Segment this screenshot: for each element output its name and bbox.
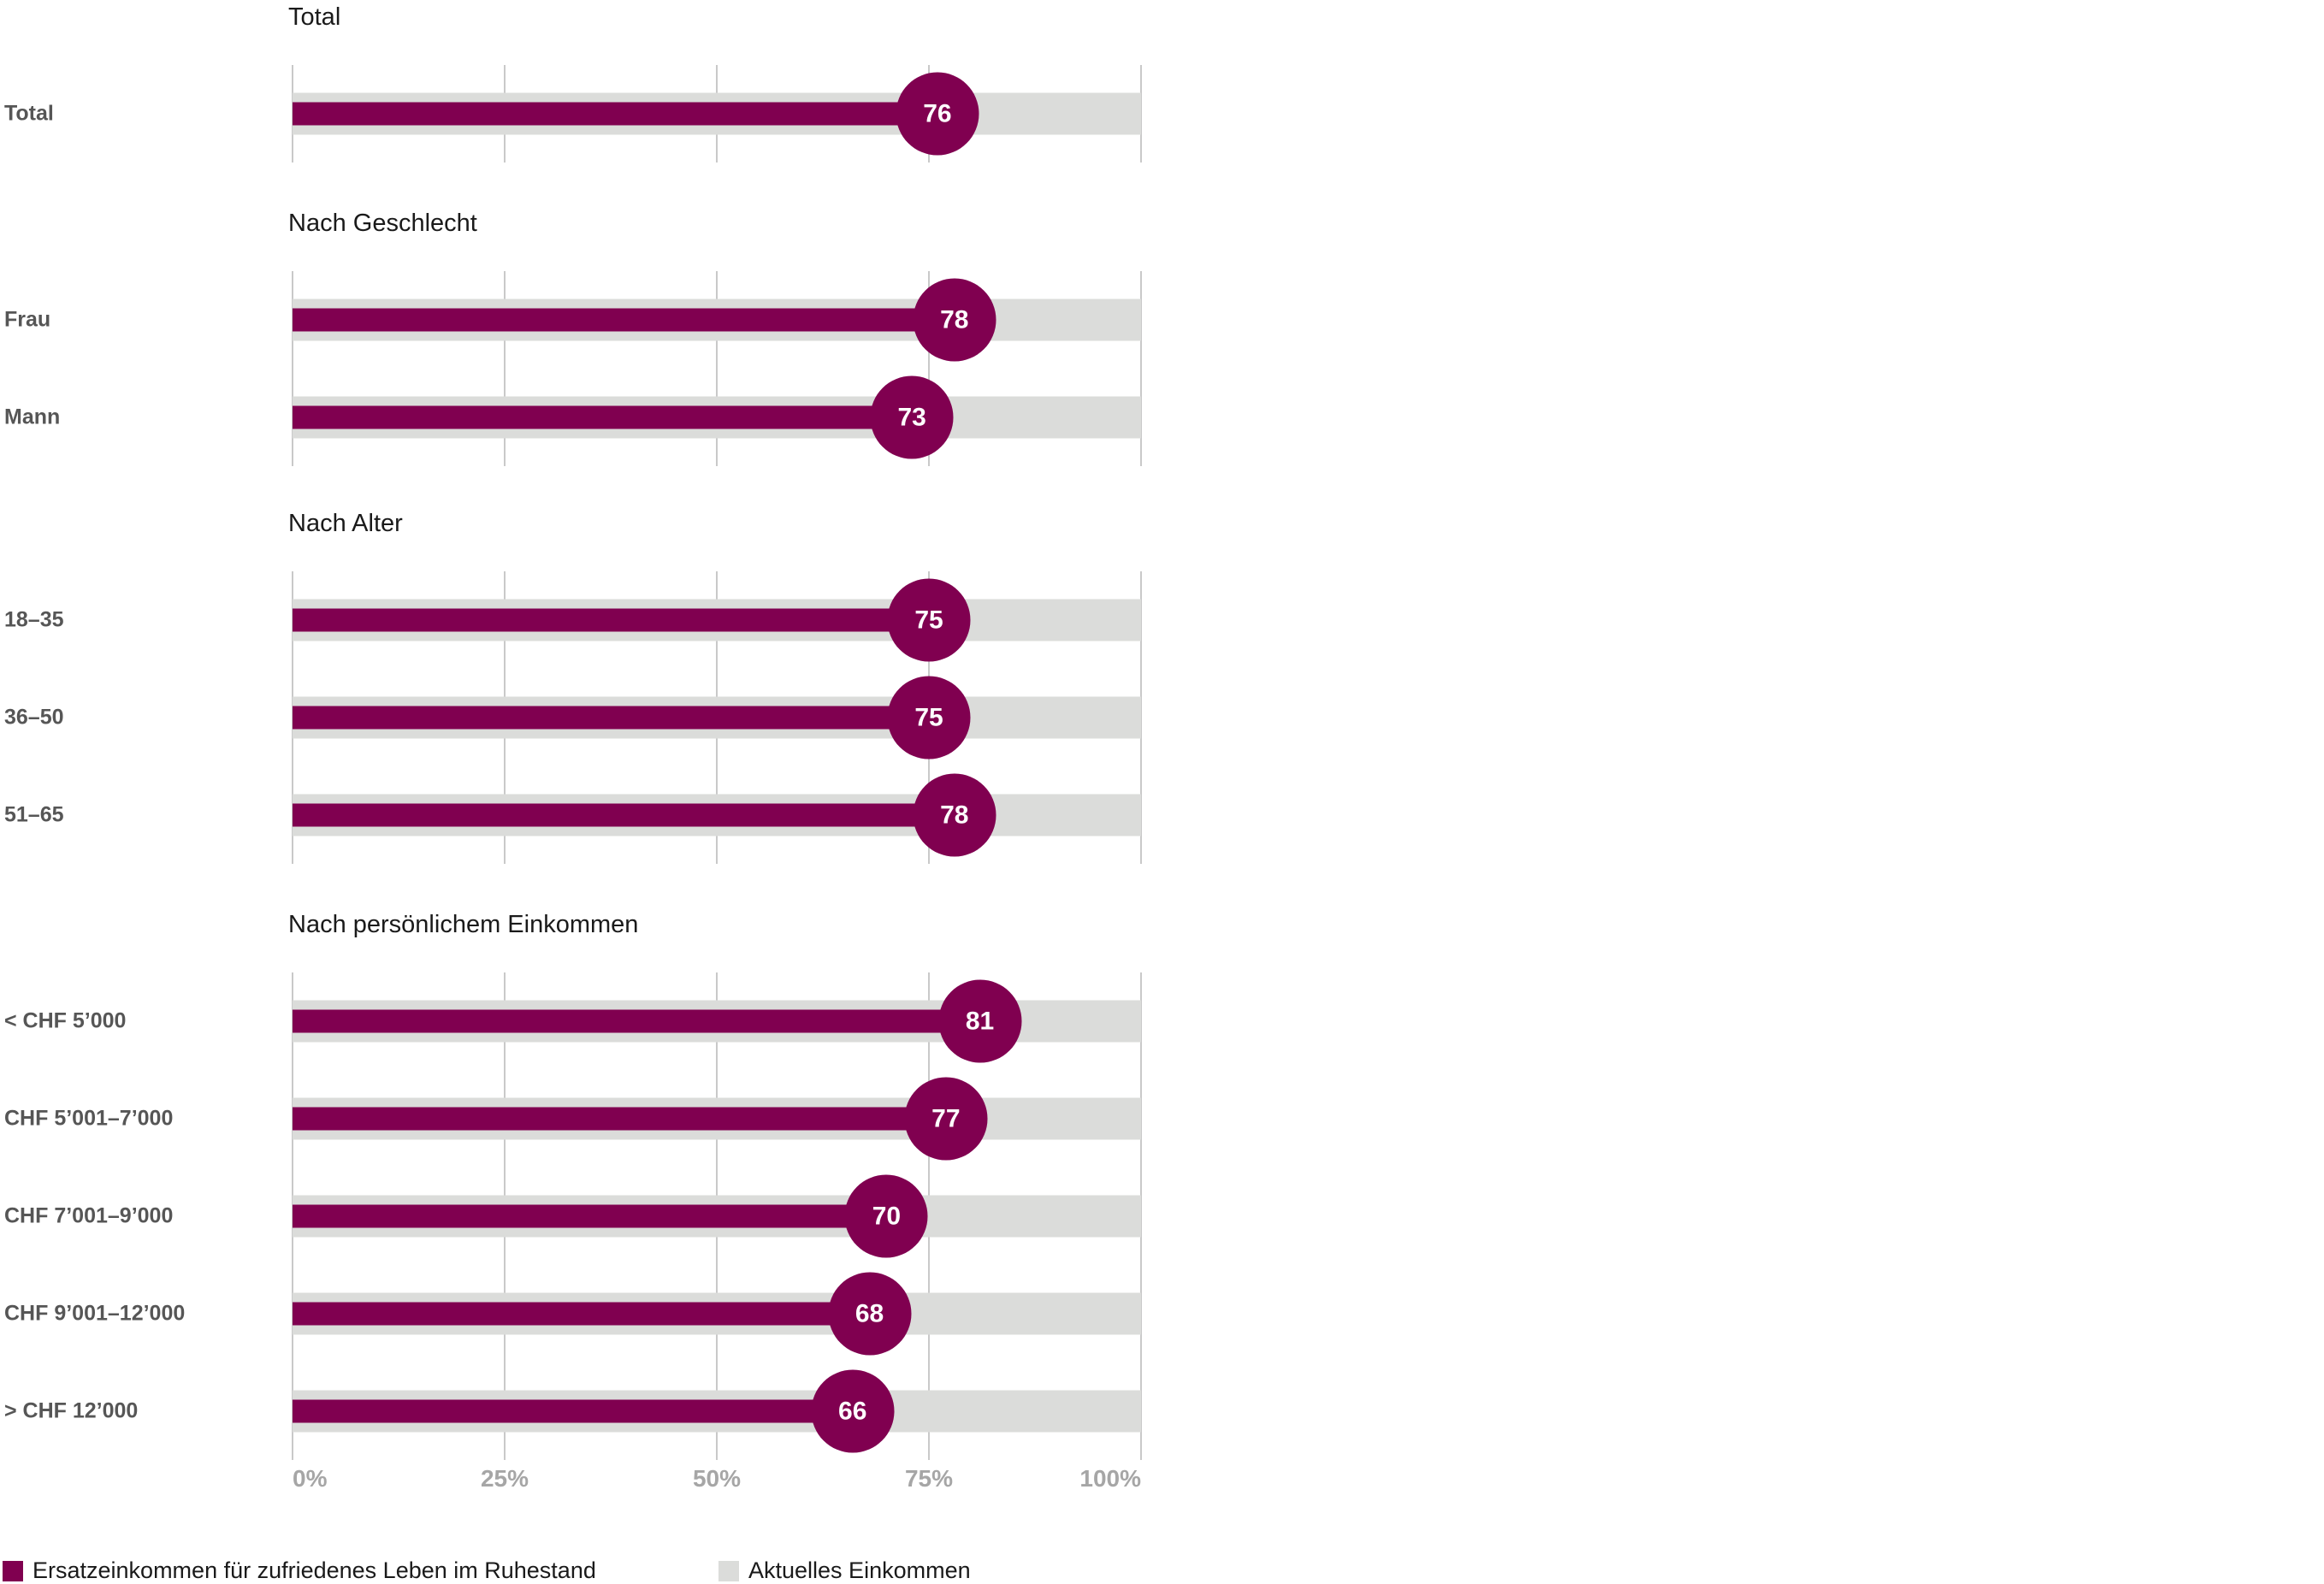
value-bar bbox=[293, 102, 937, 126]
chart-row: 51–65 78 bbox=[4, 766, 1141, 864]
value-label: 81 bbox=[965, 1007, 995, 1035]
value-bubble: 76 bbox=[896, 72, 979, 156]
value-label: 73 bbox=[897, 403, 926, 431]
row-label: CHF 7’001–9’000 bbox=[4, 1203, 174, 1228]
chart-sections: Total Total 76 Nach Geschlecht Frau 78 Mann 73 N… bbox=[0, 2, 1197, 1460]
plot-area: Frau 78 Mann 73 bbox=[4, 271, 1142, 466]
legend-label-0: Ersatzeinkommen für zufriedenes Leben im… bbox=[33, 1557, 596, 1583]
value-label: 68 bbox=[854, 1299, 884, 1327]
value-bubble: 70 bbox=[844, 1174, 928, 1258]
chart-row: CHF 5’001–7’000 77 bbox=[4, 1070, 1141, 1167]
chart-row: Frau 78 bbox=[4, 271, 1141, 369]
row-label: Mann bbox=[4, 405, 61, 429]
value-bar bbox=[293, 405, 913, 429]
grid-layer bbox=[292, 271, 1142, 466]
row-label: 51–65 bbox=[4, 802, 64, 827]
x-tick-label-100: 100% bbox=[1079, 1465, 1141, 1492]
gridline-75 bbox=[928, 271, 930, 466]
value-label: 77 bbox=[931, 1104, 961, 1132]
rows: < CHF 5’000 81 CHF 5’001–7’000 77 CHF 7’001–… bbox=[4, 972, 1141, 1460]
section-title: Nach persönlichem Einkommen bbox=[288, 911, 639, 938]
value-bubble: 73 bbox=[870, 375, 954, 459]
row-label: Total bbox=[4, 101, 54, 126]
row-label: CHF 9’001–12’000 bbox=[4, 1301, 186, 1326]
legend-swatch-0 bbox=[3, 1560, 23, 1581]
value-label: 78 bbox=[940, 305, 969, 334]
legend-label-1: Aktuelles Einkommen bbox=[748, 1557, 971, 1583]
gridline-50 bbox=[716, 271, 718, 466]
gridline-100 bbox=[1140, 65, 1142, 163]
plot-area: < CHF 5’000 81 CHF 5’001–7’000 77 CHF 7’001–… bbox=[4, 972, 1142, 1460]
gridline-25 bbox=[504, 271, 506, 466]
value-bubble: 66 bbox=[811, 1369, 895, 1453]
value-bubble: 81 bbox=[938, 979, 1022, 1063]
value-bar bbox=[293, 1009, 980, 1033]
chart-row: 18–35 75 bbox=[4, 571, 1141, 669]
rows: 18–35 75 36–50 75 51–65 78 bbox=[4, 571, 1141, 864]
value-bar bbox=[293, 1302, 870, 1326]
chart-row: < CHF 5’000 81 bbox=[4, 972, 1141, 1070]
x-tick-label-50: 50% bbox=[692, 1465, 742, 1492]
legend-swatch-1 bbox=[718, 1560, 739, 1581]
x-tick-label-75: 75% bbox=[904, 1465, 954, 1492]
value-bar bbox=[293, 1204, 887, 1228]
row-label: Frau bbox=[4, 307, 51, 332]
section-title: Nach Geschlecht bbox=[288, 210, 477, 237]
value-label: 75 bbox=[914, 703, 943, 731]
row-label: CHF 5’001–7’000 bbox=[4, 1106, 174, 1131]
section-title: Nach Alter bbox=[288, 510, 403, 537]
section-2: Nach Alter 18–35 75 36–50 75 51–65 78 bbox=[0, 508, 1197, 864]
value-label: 66 bbox=[838, 1397, 867, 1425]
gridline-100 bbox=[1140, 271, 1142, 466]
row-label: 36–50 bbox=[4, 705, 64, 730]
chart-row: 36–50 75 bbox=[4, 669, 1141, 766]
gridline-100 bbox=[1140, 571, 1142, 864]
rows: Frau 78 Mann 73 bbox=[4, 271, 1141, 466]
row-label: > CHF 12’000 bbox=[4, 1398, 139, 1423]
chart-row: Mann 73 bbox=[4, 369, 1141, 466]
chart-row: CHF 7’001–9’000 70 bbox=[4, 1167, 1141, 1265]
x-axis: 0% 25% 50% 75% 100% bbox=[293, 1465, 1141, 1494]
chart-root: Total Total 76 Nach Geschlecht Frau 78 Mann 73 N… bbox=[0, 2, 1197, 1584]
gridline-0 bbox=[292, 271, 293, 466]
row-label: < CHF 5’000 bbox=[4, 1008, 127, 1033]
chart-row: > CHF 12’000 66 bbox=[4, 1362, 1141, 1460]
section-3: Nach persönlichem Einkommen < CHF 5’000 81… bbox=[0, 909, 1197, 1460]
value-label: 75 bbox=[914, 606, 943, 634]
section-1: Nach Geschlecht Frau 78 Mann 73 bbox=[0, 208, 1197, 466]
gridline-100 bbox=[1140, 972, 1142, 1460]
section-title: Total bbox=[288, 3, 341, 31]
rows: Total 76 bbox=[4, 65, 1141, 163]
x-tick-label-25: 25% bbox=[480, 1465, 529, 1492]
value-bar bbox=[293, 608, 929, 632]
plot-area: Total 76 bbox=[4, 65, 1142, 163]
section-0: Total Total 76 bbox=[0, 2, 1197, 163]
legend-item-1: Aktuelles Einkommen bbox=[718, 1557, 971, 1584]
value-label: 70 bbox=[872, 1202, 902, 1230]
value-bar bbox=[293, 803, 955, 827]
value-bar bbox=[293, 1107, 946, 1131]
row-label: 18–35 bbox=[4, 607, 64, 632]
value-bar bbox=[293, 308, 955, 332]
value-bubble: 68 bbox=[828, 1272, 912, 1356]
value-bubble: 78 bbox=[913, 278, 996, 362]
legend-item-0: Ersatzeinkommen für zufriedenes Leben im… bbox=[3, 1557, 718, 1584]
value-bar bbox=[293, 1399, 853, 1423]
x-tick-label-0: 0% bbox=[293, 1465, 328, 1492]
value-bar bbox=[293, 706, 929, 730]
plot-area: 18–35 75 36–50 75 51–65 78 bbox=[4, 571, 1142, 864]
chart-row: Total 76 bbox=[4, 65, 1141, 163]
value-bubble: 77 bbox=[904, 1077, 988, 1161]
chart-row: CHF 9’001–12’000 68 bbox=[4, 1265, 1141, 1362]
value-bubble: 75 bbox=[887, 578, 971, 662]
value-label: 76 bbox=[923, 99, 952, 127]
legend: Ersatzeinkommen für zufriedenes Leben im… bbox=[3, 1557, 1197, 1584]
value-bubble: 75 bbox=[887, 676, 971, 759]
value-label: 78 bbox=[940, 801, 969, 829]
value-bubble: 78 bbox=[913, 773, 996, 857]
